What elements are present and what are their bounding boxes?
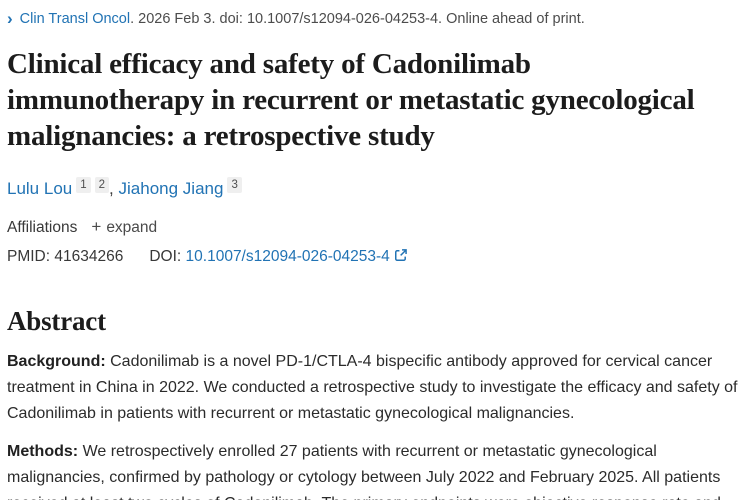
- affiliations-label: Affiliations: [7, 219, 78, 236]
- abstract-background-text: Cadonilimab is a novel PD-1/CTLA-4 bispe…: [7, 353, 738, 422]
- abstract-heading: Abstract: [7, 306, 106, 336]
- authors-line: Lulu Lou 1 2, Jiahong Jiang 3: [7, 177, 742, 200]
- author-link[interactable]: Lulu Lou: [7, 179, 73, 198]
- abstract-methods-text: We retrospectively enrolled 27 patients …: [7, 443, 721, 500]
- author-affiliation-badge[interactable]: 1: [76, 177, 91, 193]
- abstract-body: Background: Cadonilimab is a novel PD-1/…: [7, 349, 742, 500]
- chevron-right-icon: ›: [7, 9, 13, 28]
- author-separator: ,: [109, 179, 114, 198]
- abstract-methods-paragraph: Methods: We retrospectively enrolled 27 …: [7, 439, 742, 500]
- pmid-value: 41634266: [54, 248, 124, 265]
- article-title: Clinical efficacy and safety of Cadonili…: [7, 48, 695, 152]
- doi-group: DOI: 10.1007/s12094-026-04253-4: [149, 248, 407, 265]
- affiliations-row: Affiliations + expand: [7, 217, 742, 238]
- author-link[interactable]: Jiahong Jiang: [118, 179, 224, 198]
- identifiers-row: PMID: 41634266 DOI: 10.1007/s12094-026-04…: [7, 246, 742, 268]
- external-link-icon: [394, 247, 408, 268]
- affiliations-expand-button[interactable]: + expand: [91, 217, 157, 237]
- pmid-label: PMID:: [7, 248, 51, 265]
- journal-name-link[interactable]: Clin Transl Oncol: [19, 11, 131, 27]
- abstract-background-label: Background:: [7, 353, 106, 370]
- pmid-group: PMID: 41634266: [7, 248, 123, 265]
- doi-link[interactable]: 10.1007/s12094-026-04253-4: [185, 248, 390, 265]
- abstract-background-paragraph: Background: Cadonilimab is a novel PD-1/…: [7, 349, 742, 427]
- author-affiliation-badge[interactable]: 3: [227, 177, 242, 193]
- plus-icon: +: [91, 217, 102, 236]
- doi-label: DOI:: [149, 248, 182, 265]
- author-affiliation-badge[interactable]: 2: [94, 177, 110, 193]
- expand-label: expand: [106, 219, 158, 236]
- abstract-methods-label: Methods:: [7, 443, 79, 460]
- citation-text: . 2026 Feb 3. doi: 10.1007/s12094-026-04…: [130, 11, 585, 27]
- journal-citation-line: › Clin Transl Oncol. 2026 Feb 3. doi: 10.…: [7, 9, 742, 29]
